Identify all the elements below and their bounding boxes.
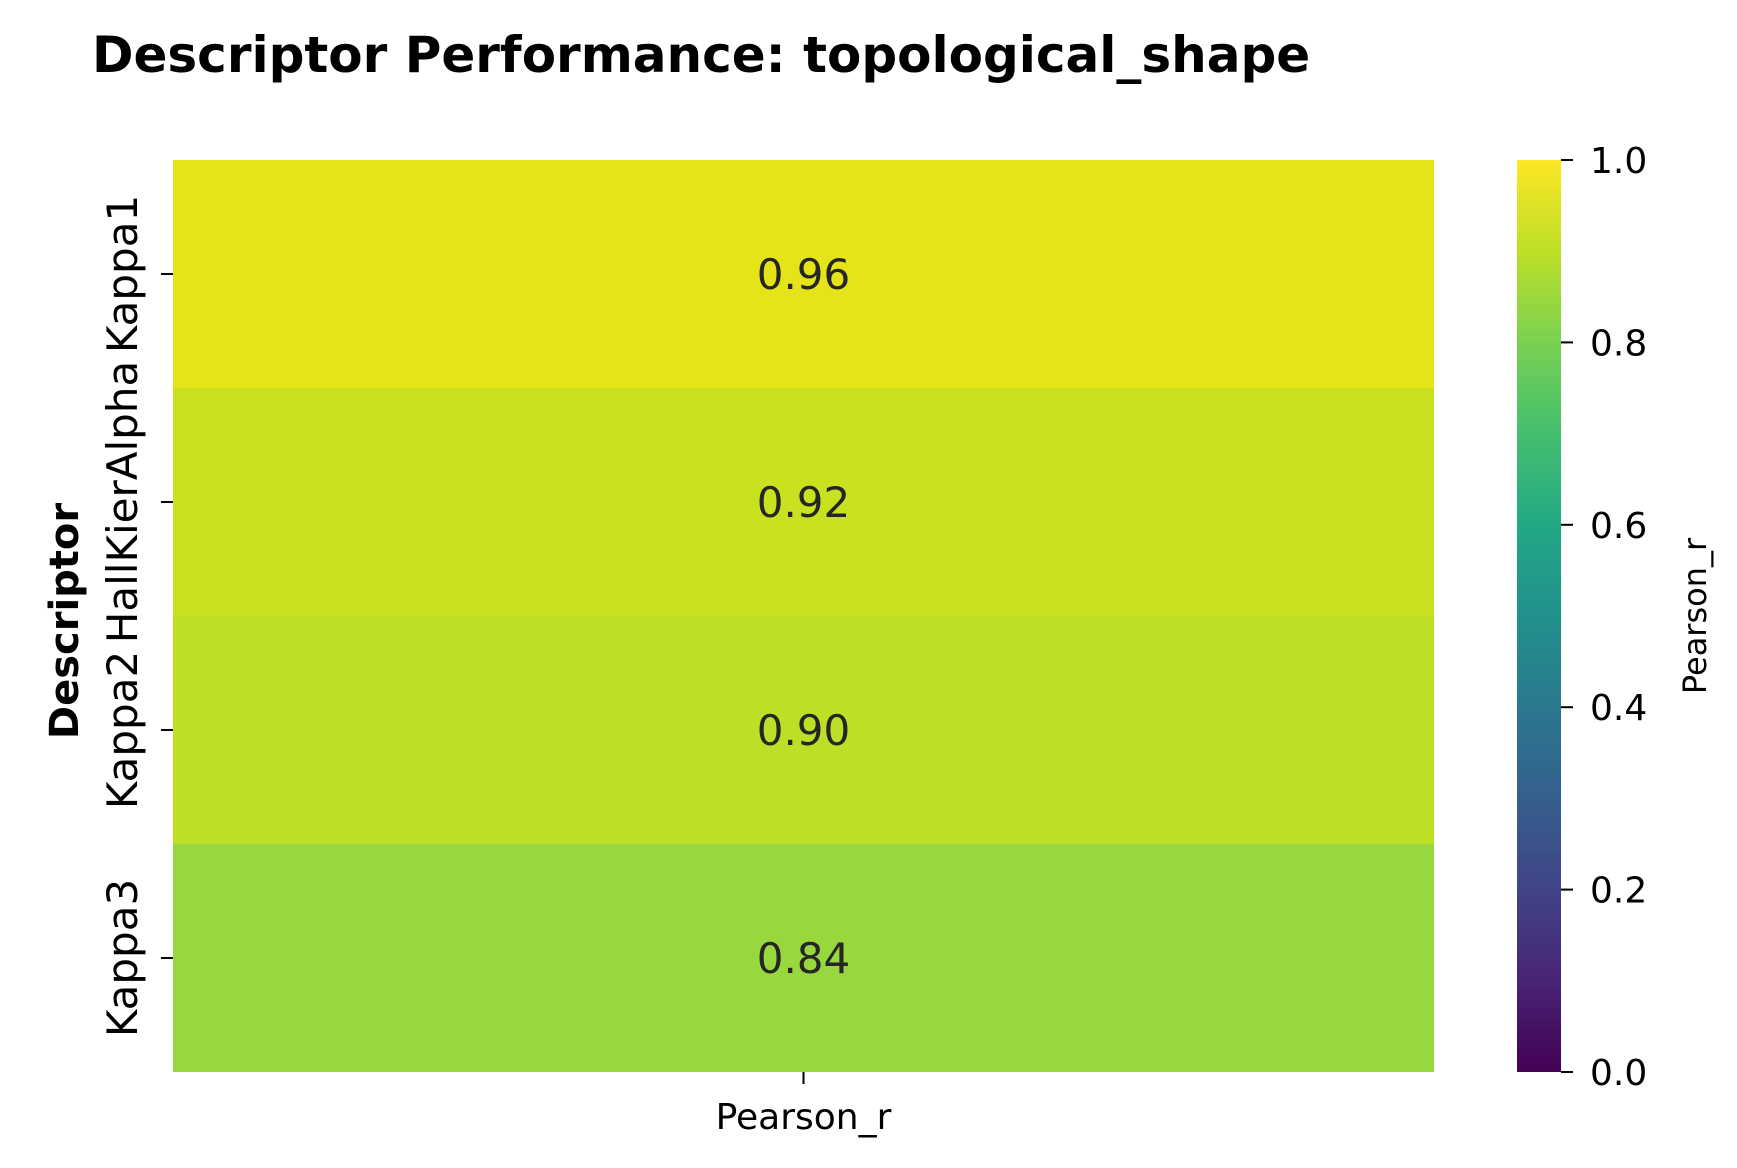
row-tick-label: Kappa3	[98, 879, 147, 1037]
colorbar-ticks: 0.0 0.2 0.4 0.6 0.8 1.0	[1561, 141, 1647, 1094]
heatmap-cell	[173, 616, 1434, 844]
colorbar-tick-label: 0.2	[1590, 871, 1647, 912]
heatmap-cell	[173, 844, 1434, 1072]
heatmap-cells: 0.96 0.92 0.90 0.84	[173, 160, 1434, 1072]
colorbar-tick-label: 0.8	[1590, 323, 1647, 364]
colorbar-tick-label: 0.0	[1590, 1053, 1647, 1094]
heatmap-cell	[173, 160, 1434, 388]
y-axis-label: Descriptor	[42, 503, 88, 740]
heatmap-cell	[173, 388, 1434, 616]
cell-value-label: 0.96	[757, 250, 851, 299]
column-tick-label: Pearson_r	[716, 1097, 892, 1138]
row-tick-label: Kappa2	[98, 651, 147, 809]
column-tick-labels: Pearson_r	[716, 1072, 892, 1138]
colorbar-label: Pearson_r	[1676, 537, 1714, 694]
cell-value-label: 0.90	[757, 706, 851, 755]
colorbar-tick-label: 0.6	[1590, 506, 1647, 547]
colorbar-tick-label: 0.4	[1590, 688, 1647, 729]
row-tick-label: Kappa1	[98, 195, 147, 353]
colorbar-tick-label: 1.0	[1590, 141, 1647, 182]
cell-value-label: 0.92	[757, 478, 851, 527]
chart-title: Descriptor Performance: topological_shap…	[92, 26, 1310, 84]
row-tick-label: HallKierAlpha	[98, 361, 147, 643]
row-tick-labels: Kappa1 HallKierAlpha Kappa2 Kappa3	[98, 195, 173, 1037]
colorbar	[1517, 160, 1561, 1072]
cell-value-label: 0.84	[757, 934, 851, 983]
